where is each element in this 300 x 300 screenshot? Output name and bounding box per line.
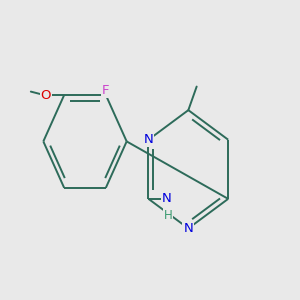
Text: F: F [102, 84, 110, 97]
Text: O: O [40, 88, 51, 101]
Text: N: N [144, 133, 153, 146]
Text: N: N [162, 192, 172, 206]
Text: N: N [184, 222, 193, 235]
Text: H: H [164, 208, 172, 222]
